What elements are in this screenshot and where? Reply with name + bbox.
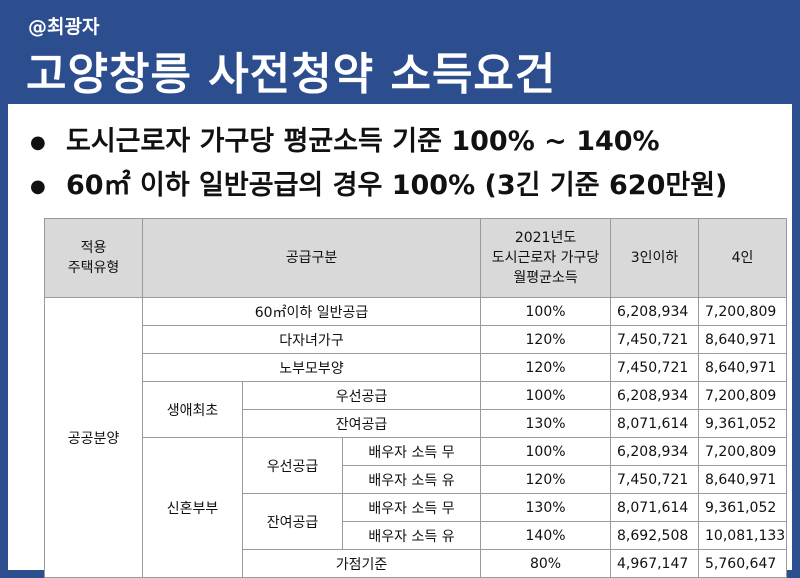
table-row: 배우자 소득 유 120% 7,450,721 8,640,971 [45,465,788,494]
table-header-row: 적용 주택유형 공급구분 2021년도 도시근로자 가구당 월평균소득 3인이하 4인 [44,218,788,298]
sub-priority: 우선공급 [242,437,343,494]
row-p4: 8,640,971 [698,465,788,494]
bullet-dot-icon: ● [30,131,46,153]
row-p3: 7,450,721 [610,325,700,354]
group-public: 공공분양 [44,297,143,578]
row-p4: 10,081,133 [698,521,788,550]
row-pct: 100% [480,437,612,466]
author-handle: @최광자 [28,16,100,38]
header-four: 4인 [698,218,788,298]
content-panel: ● 도시근로자 가구당 평균소득 기준 100% ~ 140% ● 60㎡ 이하 일… [8,104,792,578]
row-p3: 8,692,508 [610,521,700,550]
table-row: 잔여공급 배우자 소득 무 130% 8,071,614 9,361,052 [45,493,788,550]
row-p3: 6,208,934 [610,381,700,410]
row-label: 60㎡이하 일반공급 [141,297,482,326]
row-pct: 120% [480,465,612,494]
bullet-text: 60㎡ 이하 일반공급의 경우 100% (3긴 기준 620만원) [66,170,728,201]
row-pct: 80% [480,549,612,578]
row-pct: 100% [480,297,612,326]
row-p3: 6,208,934 [610,297,700,326]
bullet-item: ● 도시근로자 가구당 평균소득 기준 100% ~ 140% [30,120,727,164]
table-row: 신혼부부 우선공급 배우자 소득 무 100% 6,208,934 7,200,… [45,437,788,578]
header-housing-type: 적용 주택유형 [44,218,143,298]
row-p4: 7,200,809 [698,297,788,326]
row-label: 잔여공급 [241,409,482,438]
row-p4: 7,200,809 [698,437,788,466]
row-pct: 120% [480,353,612,382]
table-row: 다자녀가구 120% 7,450,721 8,640,971 [45,325,788,354]
table-row: 가점기준 80% 4,967,147 5,760,647 [45,549,788,578]
row-p3: 6,208,934 [610,437,700,466]
header-three-or-less: 3인이하 [610,218,700,298]
sub-remaining: 잔여공급 [242,493,343,550]
row-p3: 7,450,721 [610,465,700,494]
group-first-life: 생애최초 [142,381,243,438]
income-requirements-table: 적용 주택유형 공급구분 2021년도 도시근로자 가구당 월평균소득 3인이하 4인… [44,218,788,578]
row-label: 다자녀가구 [141,325,482,354]
table-row: 공공분양 60㎡이하 일반공급 100% 6,208,934 7,200,809 [44,297,788,578]
row-p3: 8,071,614 [610,493,700,522]
table-row: 잔여공급 130% 8,071,614 9,361,052 [45,409,788,438]
bullet-dot-icon: ● [30,175,46,197]
row-label: 우선공급 [241,381,482,410]
row-p4: 7,200,809 [698,381,788,410]
table-row: 생애최초 우선공급 100% 6,208,934 7,200,809 [45,381,788,438]
row-label: 배우자 소득 유 [341,521,482,550]
row-p4: 8,640,971 [698,325,788,354]
row-label: 가점기준 [241,549,482,578]
row-pct: 120% [480,325,612,354]
row-pct: 100% [480,381,612,410]
bullet-text: 도시근로자 가구당 평균소득 기준 100% ~ 140% [66,126,660,157]
row-p3: 8,071,614 [610,409,700,438]
group-newlywed: 신혼부부 [142,437,243,578]
row-label: 배우자 소득 유 [341,465,482,494]
row-p4: 9,361,052 [698,409,788,438]
header-income: 2021년도 도시근로자 가구당 월평균소득 [480,218,612,298]
row-pct: 130% [480,493,612,522]
header-supply-type: 공급구분 [141,218,482,298]
row-pct: 130% [480,409,612,438]
row-p3: 4,967,147 [610,549,700,578]
row-p3: 7,450,721 [610,353,700,382]
row-p4: 5,760,647 [698,549,788,578]
row-pct: 140% [480,521,612,550]
row-p4: 8,640,971 [698,353,788,382]
table-row: 노부모부양 120% 7,450,721 8,640,971 [45,353,788,382]
row-p4: 9,361,052 [698,493,788,522]
table-row: 배우자 소득 유 140% 8,692,508 10,081,133 [45,521,788,550]
page-title: 고양창릉 사전청약 소득요건 [26,49,557,100]
row-label: 배우자 소득 무 [341,437,482,466]
row-label: 노부모부양 [141,353,482,382]
row-label: 배우자 소득 무 [341,493,482,522]
bullet-item: ● 60㎡ 이하 일반공급의 경우 100% (3긴 기준 620만원) [30,164,727,208]
bullet-list: ● 도시근로자 가구당 평균소득 기준 100% ~ 140% ● 60㎡ 이하 일… [30,120,727,208]
